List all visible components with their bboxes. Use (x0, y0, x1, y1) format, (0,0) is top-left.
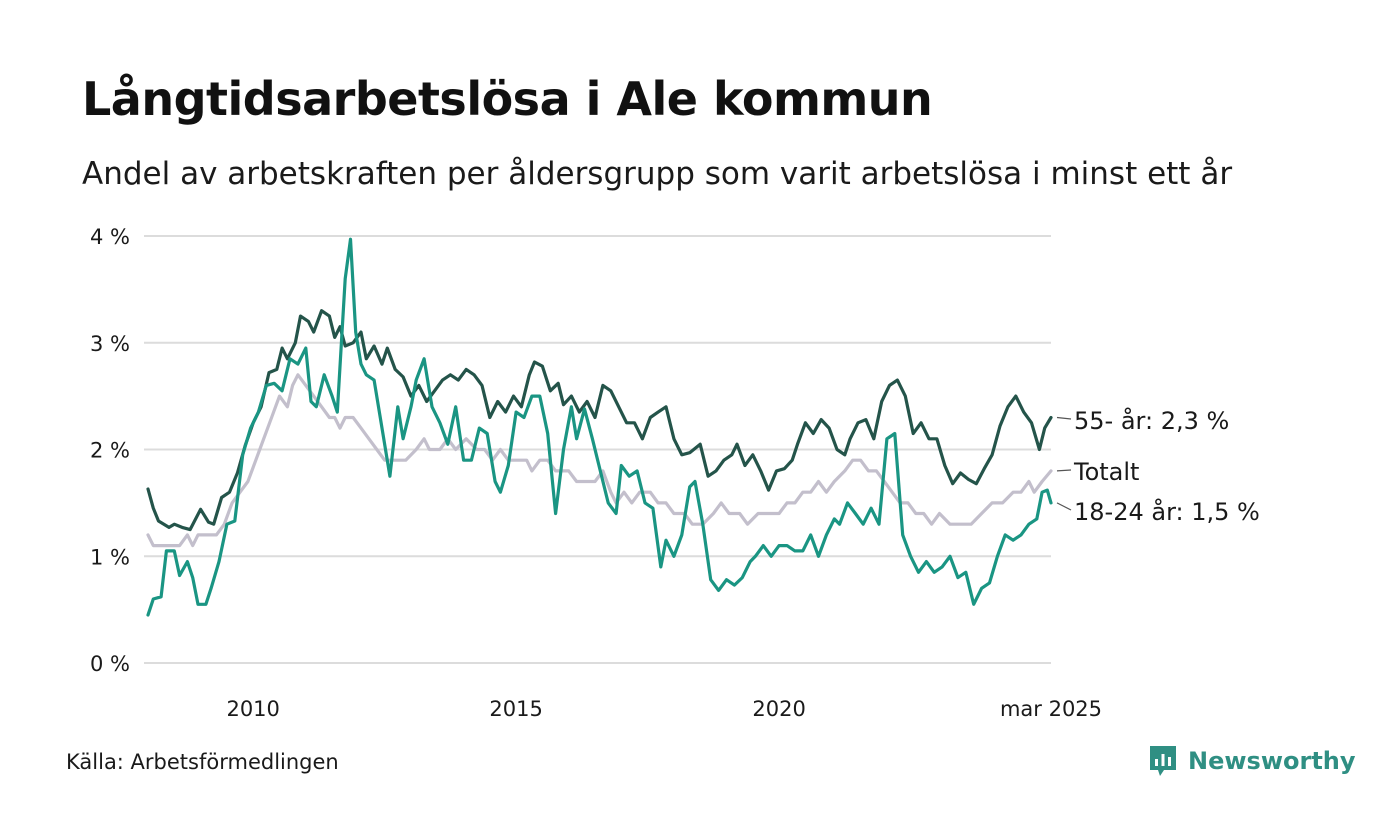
x-tick-label: 2015 (489, 697, 542, 721)
brand-logo[interactable]: Newsworthy (1148, 744, 1356, 778)
series-line-totalt (146, 373, 1053, 548)
y-axis-tick-labels: 0 % 1 % 2 % 3 % 4 % (90, 225, 130, 676)
series-label-18-24: 18-24 år: 1,5 % (1074, 497, 1260, 526)
x-tick-label: 2010 (226, 697, 279, 721)
chart-title: Långtidsarbetslösa i Ale kommun (82, 72, 933, 126)
y-tick-label: 3 % (90, 332, 130, 356)
y-tick-label: 4 % (90, 225, 130, 249)
grid-lines (144, 235, 1051, 664)
label-leader-55plus (1056, 416, 1072, 420)
series-lines (146, 237, 1053, 617)
y-tick-label: 2 % (90, 439, 130, 463)
chart-subtitle: Andel av arbetskraften per åldersgrupp s… (82, 156, 1233, 192)
y-tick-label: 0 % (90, 652, 130, 676)
label-leader-18-24 (1056, 502, 1072, 511)
series-label-totalt: Totalt (1073, 458, 1139, 486)
x-tick-label: mar 2025 (1000, 697, 1102, 721)
brand-name: Newsworthy (1188, 747, 1356, 775)
series-label-55plus: 55- år: 2,3 % (1074, 406, 1229, 435)
y-tick-label: 1 % (90, 545, 130, 569)
series-line-55plus (146, 309, 1053, 532)
x-axis-tick-labels: 2010 2015 2020 mar 2025 (226, 697, 1102, 721)
source-note: Källa: Arbetsförmedlingen (66, 750, 339, 774)
x-tick-label: 2020 (752, 697, 805, 721)
series-line-18-24 (146, 237, 1053, 617)
bar-chart-speech-bubble-icon (1150, 746, 1176, 776)
series-end-labels: Totalt 55- år: 2,3 % 18-24 år: 1,5 % (1056, 406, 1260, 526)
label-leader-totalt (1056, 469, 1072, 472)
